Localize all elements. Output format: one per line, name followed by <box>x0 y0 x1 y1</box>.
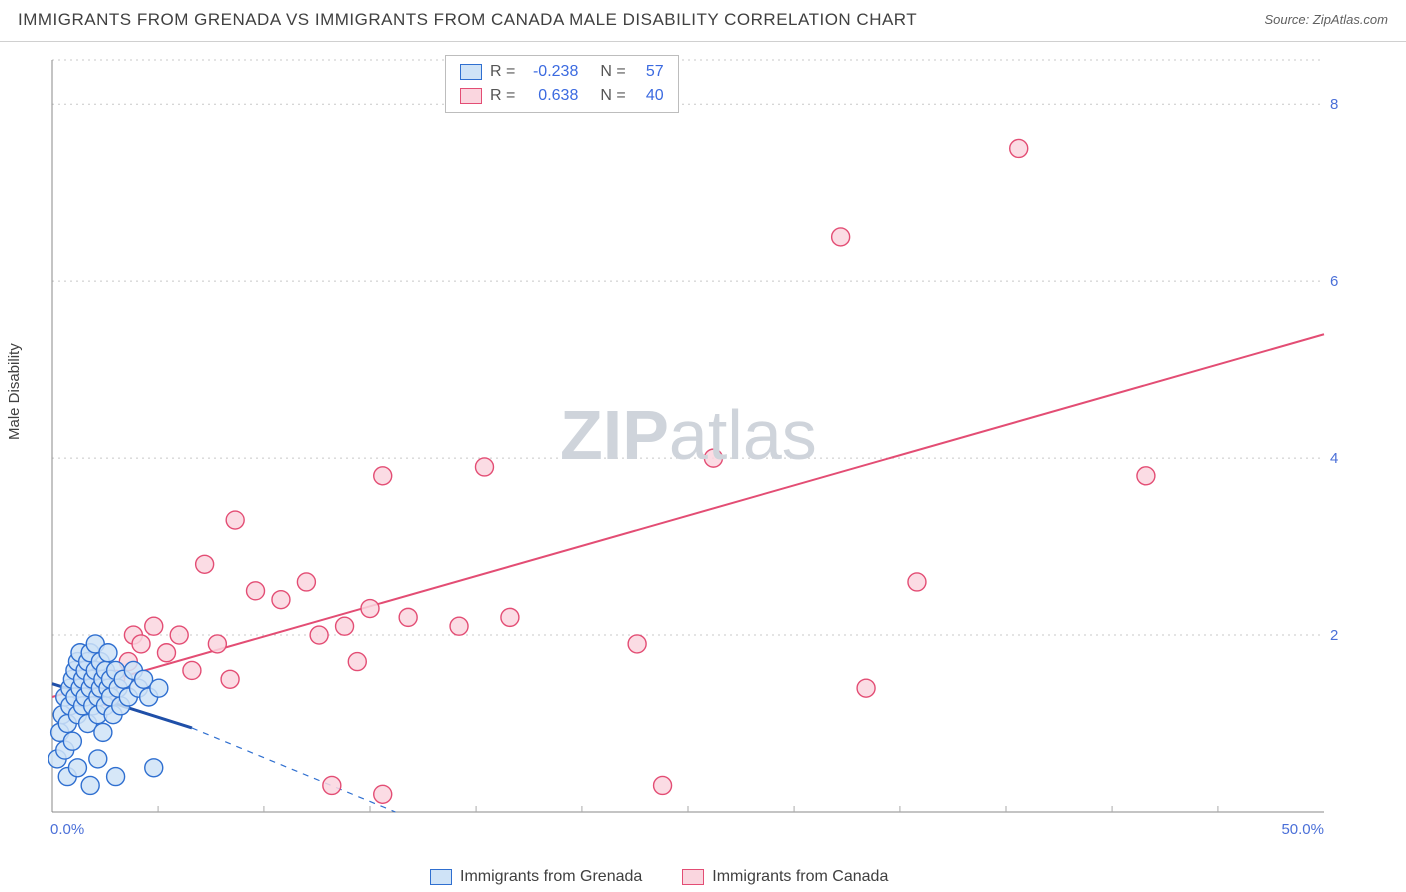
n-label: N = <box>600 84 625 108</box>
data-point <box>310 626 328 644</box>
data-point <box>196 555 214 573</box>
stats-legend: R = -0.238 N = 57 R = 0.638 N = 40 <box>445 55 679 113</box>
data-point <box>450 617 468 635</box>
legend-swatch <box>460 64 482 80</box>
data-point <box>99 644 117 662</box>
legend-item: Immigrants from Grenada <box>430 868 642 886</box>
data-point <box>145 759 163 777</box>
data-point <box>68 759 86 777</box>
stats-legend-row: R = -0.238 N = 57 <box>460 60 664 84</box>
data-point <box>226 511 244 529</box>
data-point <box>247 582 265 600</box>
legend-swatch <box>460 88 482 104</box>
data-point <box>94 723 112 741</box>
y-axis-label: Male Disability <box>6 343 23 440</box>
legend-item: Immigrants from Canada <box>682 868 888 886</box>
data-point <box>63 732 81 750</box>
y-tick-label: 60.0% <box>1330 273 1338 290</box>
x-tick-label: 0.0% <box>50 821 84 836</box>
y-tick-label: 40.0% <box>1330 450 1338 467</box>
legend-label: Immigrants from Canada <box>712 868 888 886</box>
chart-title: IMMIGRANTS FROM GRENADA VS IMMIGRANTS FR… <box>18 10 917 29</box>
legend-swatch <box>682 869 704 885</box>
data-point <box>150 679 168 697</box>
r-value: 0.638 <box>523 84 578 108</box>
stats-legend-row: R = 0.638 N = 40 <box>460 84 664 108</box>
data-point <box>348 653 366 671</box>
data-point <box>374 467 392 485</box>
data-point <box>374 785 392 803</box>
data-point <box>1137 467 1155 485</box>
regression-line-grenada-dash <box>192 728 396 812</box>
r-value: -0.238 <box>523 60 578 84</box>
r-label: R = <box>490 60 515 84</box>
data-point <box>81 776 99 794</box>
data-point <box>107 768 125 786</box>
data-point <box>170 626 188 644</box>
legend-swatch <box>430 869 452 885</box>
data-point <box>399 608 417 626</box>
data-point <box>297 573 315 591</box>
data-point <box>501 608 519 626</box>
data-point <box>857 679 875 697</box>
data-point <box>323 776 341 794</box>
y-tick-label: 20.0% <box>1330 627 1338 644</box>
data-point <box>628 635 646 653</box>
data-point <box>654 776 672 794</box>
y-tick-label: 80.0% <box>1330 96 1338 113</box>
data-point <box>704 449 722 467</box>
source-label: Source: ZipAtlas.com <box>1264 12 1388 27</box>
data-point <box>272 591 290 609</box>
data-point <box>475 458 493 476</box>
series-legend: Immigrants from Grenada Immigrants from C… <box>430 868 888 886</box>
correlation-scatter-chart: 20.0% 40.0% 60.0% 80.0% 0.0% 50.0% <box>48 56 1338 836</box>
data-point <box>89 750 107 768</box>
x-tick-label: 50.0% <box>1281 821 1324 836</box>
n-value: 57 <box>634 60 664 84</box>
data-point <box>208 635 226 653</box>
legend-label: Immigrants from Grenada <box>460 868 642 886</box>
data-point <box>361 600 379 618</box>
data-point <box>908 573 926 591</box>
data-point <box>1010 139 1028 157</box>
n-label: N = <box>600 60 625 84</box>
data-point <box>183 661 201 679</box>
data-point <box>832 228 850 246</box>
n-value: 40 <box>634 84 664 108</box>
data-point <box>157 644 175 662</box>
data-point <box>221 670 239 688</box>
data-point <box>132 635 150 653</box>
data-point <box>145 617 163 635</box>
data-point <box>336 617 354 635</box>
r-label: R = <box>490 84 515 108</box>
